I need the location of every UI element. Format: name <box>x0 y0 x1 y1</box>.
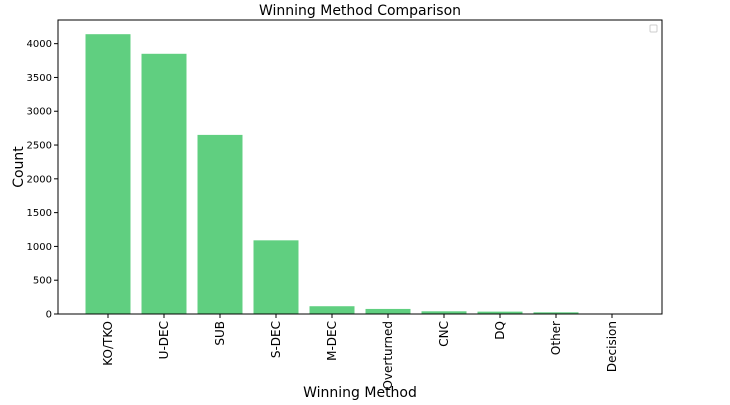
y-tick-label: 4000 <box>27 39 52 50</box>
bar-cnc <box>421 311 467 314</box>
y-tick-label: 3000 <box>27 107 52 118</box>
y-tick-label: 500 <box>33 276 52 287</box>
x-tick-label: Decision <box>605 321 619 372</box>
x-tick-label: SUB <box>213 321 227 346</box>
x-tick-label: Other <box>549 321 563 355</box>
y-tick-label: 2500 <box>27 141 52 152</box>
x-tick-label: S-DEC <box>269 321 283 358</box>
bar-u-dec <box>141 53 187 315</box>
x-tick-label: U-DEC <box>157 321 171 359</box>
legend-box <box>649 24 658 33</box>
x-axis: KO/TKO U-DEC SUB S-DEC M-DEC Overturned CNC DQ O… <box>101 314 619 390</box>
y-tick-label: 3500 <box>27 73 52 84</box>
bars <box>85 34 635 315</box>
y-tick-label: 0 <box>46 310 52 321</box>
x-tick-label: CNC <box>437 321 451 347</box>
chart-title: Winning Method Comparison <box>259 3 461 19</box>
bar-sub <box>197 134 243 314</box>
x-tick-label: KO/TKO <box>101 321 115 366</box>
y-tick-label: 1000 <box>27 242 52 253</box>
bar-s-dec <box>253 240 299 314</box>
bar-ko-tko <box>85 34 131 314</box>
bar-dq <box>477 311 523 314</box>
x-axis-title: Winning Method <box>303 385 417 401</box>
y-tick-label: 2000 <box>27 174 52 185</box>
bar-other <box>533 312 579 314</box>
y-axis-title: Count <box>11 146 27 188</box>
y-tick-label: 1500 <box>27 208 52 219</box>
bar-m-dec <box>309 306 355 314</box>
bar-overturned <box>365 308 411 314</box>
plot-frame <box>57 19 663 315</box>
y-axis: 0 500 1000 1500 2000 2500 3000 3500 4000 <box>27 39 58 321</box>
x-tick-label: DQ <box>493 321 507 340</box>
x-tick-label: M-DEC <box>325 321 339 361</box>
x-tick-label: Overturned <box>381 321 395 390</box>
